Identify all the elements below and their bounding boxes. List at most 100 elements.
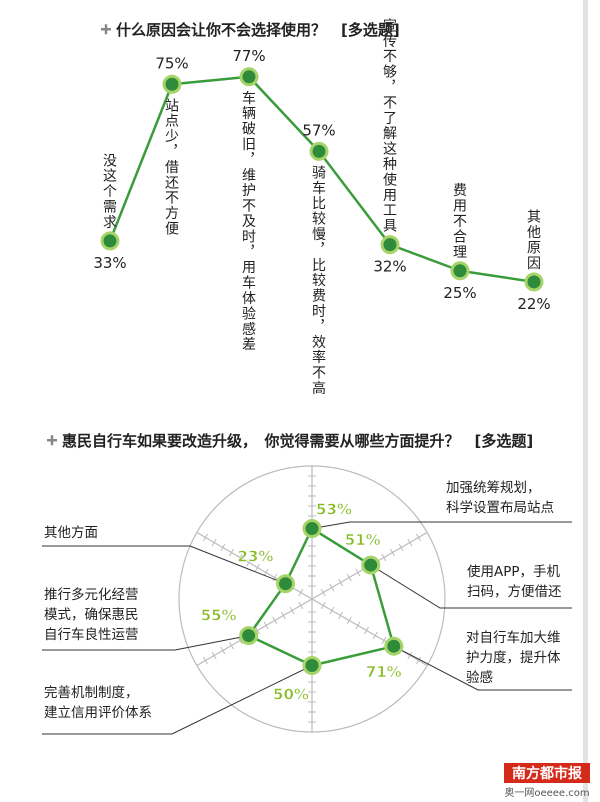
line-marker [162,74,182,94]
radar-leader-line [42,665,313,735]
watermark-brand: 南方都市报 [512,765,582,782]
radar-axis-tick [320,601,326,610]
radar-axis-tick [407,538,413,547]
line-marker [100,231,120,251]
radar-axis-tick [229,641,234,650]
radar-value-label: 51% [345,531,381,549]
radar-category-label: 推行多元化经营模式，确保惠民自行车良性运营 [44,586,139,643]
radar-leader-line [42,545,286,585]
radar-axis-tick [211,651,217,660]
radar-axis-tick [398,543,404,552]
radar-axis-tick [372,631,378,640]
radar-axis-tick [407,651,413,660]
line-chart-title: 什么原因会让你不会选择使用？ [多选题] [116,21,400,39]
radar-axis-spoke [311,598,428,667]
line-marker [524,272,544,292]
line-series: 33% 75% 77% 57% 32% 25% 22% 没这个需求 站点少︐借还不方便 车辆破旧︐… [93,18,550,397]
line-category-label: 没这个需求 [103,153,117,231]
radar-axis-tick [220,646,226,655]
radar-axis-tick [416,656,421,665]
radar-category-label: 加强统筹规划，科学设置布局站点 [446,479,554,516]
radar-axis-tick [203,656,208,665]
radar-axis-tick [329,583,335,592]
radar-category-label: 使用APP，手机扫码，方便借还 [467,563,562,600]
radar-value-label: 23% [238,548,274,566]
line-category-label: 车辆破旧︐维护不及时︐用车体验感差 [242,90,256,353]
radar-axis-tick [203,533,208,542]
radar-axis-tick [280,611,286,620]
radar-category-label: 对自行车加大维护力度，提升体验感 [466,629,561,686]
radar-axis-tick [237,553,243,562]
radar-marker [302,519,322,539]
radar-axis-tick [289,606,295,615]
line-value-label: 25% [443,284,476,302]
radar-value-label: 53% [316,501,352,519]
radar-axis-tick [381,553,387,562]
watermark-site: 奥一网oeeee.com [504,786,589,799]
title-cross-icon [47,435,57,446]
radar-axis-tick [255,626,260,635]
radar-axis-tick [390,548,395,557]
radar-marker [239,626,259,646]
radar-axis-tick [355,621,361,630]
line-value-label: 57% [302,121,335,139]
radar-axis-tick [263,621,269,630]
line-category-label: 站点少︐借还不方便 [165,98,179,237]
radar-chart-title: 惠民自行车如果要改造升级， 你觉得需要从哪些方面提升？ [多选题] [62,432,533,450]
radar-axis-tick [355,568,361,577]
radar-axis-tick [255,563,260,572]
watermark-red-banner [504,763,590,783]
radar-axis-tick [329,606,335,615]
radar-axis-tick [263,568,269,577]
radar-axis-tick [346,573,352,582]
line-marker [450,261,470,281]
radar-axis-tick [272,616,278,625]
radar-axis-tick [298,588,304,597]
line-value-label: 33% [93,254,126,272]
radar-axis-tick [338,578,344,587]
radar-value-label: 50% [273,686,309,704]
radar-category-label: 完善机制制度，建立信用评价体系 [44,685,152,721]
line-category-label: 其他原因 [527,210,541,272]
radar-value-label: 55% [201,607,237,625]
radar-leader-line [393,645,572,691]
radar-axis-tick [272,573,278,582]
radar-marker [384,636,404,656]
line-value-label: 32% [373,258,406,276]
radar-axis-tick [229,548,234,557]
radar-axis-tick [320,588,326,597]
radar-axis-tick [298,601,304,610]
radar-leader-line [311,521,572,530]
radar-axis-tick [246,558,252,567]
radar-category-label: 其他方面 [44,525,98,541]
line-chart: 什么原因会让你不会选择使用？ [多选题] 33% 75% 77% 57% 32% 25% 2… [93,18,550,397]
radar-leader-line [42,635,249,651]
line-value-label: 77% [232,47,265,65]
right-edge-rule [583,0,588,802]
radar-value-label: 71% [366,663,402,681]
line-category-label: 宣传不够︐不了解这种使用工具 [383,18,397,234]
title-cross-icon [101,24,111,35]
radar-axis-tick [381,636,387,645]
radar-axis-tick [220,543,226,552]
line-category-label: 费用不合理 [453,183,467,261]
watermark-logo: 南方都市报 奥一网oeeee.com [504,763,590,799]
line-category-label: 骑车比较慢︐比较费时︐效率不高 [312,165,326,397]
radar-marker [276,574,296,594]
radar-axis-tick [364,626,369,635]
radar-series: 53% 51% 71% 50% 55% 23% 加强统筹规划，科学设置布局站点使用APP，手… [42,465,572,735]
radar-chart: 惠民自行车如果要改造升级， 你觉得需要从哪些方面提升？ [多选题] 53% 51%… [42,432,572,735]
radar-leader-line [370,564,572,609]
line-marker [309,141,329,161]
line-marker [380,235,400,255]
radar-marker [302,656,322,675]
radar-axis-tick [346,616,352,625]
radar-axis-tick [416,533,421,542]
radar-axis-tick [237,636,243,645]
radar-axis-tick [211,538,217,547]
radar-axis-tick [338,611,344,620]
line-value-label: 75% [155,54,188,72]
radar-marker [361,555,381,575]
line-marker [239,67,259,87]
